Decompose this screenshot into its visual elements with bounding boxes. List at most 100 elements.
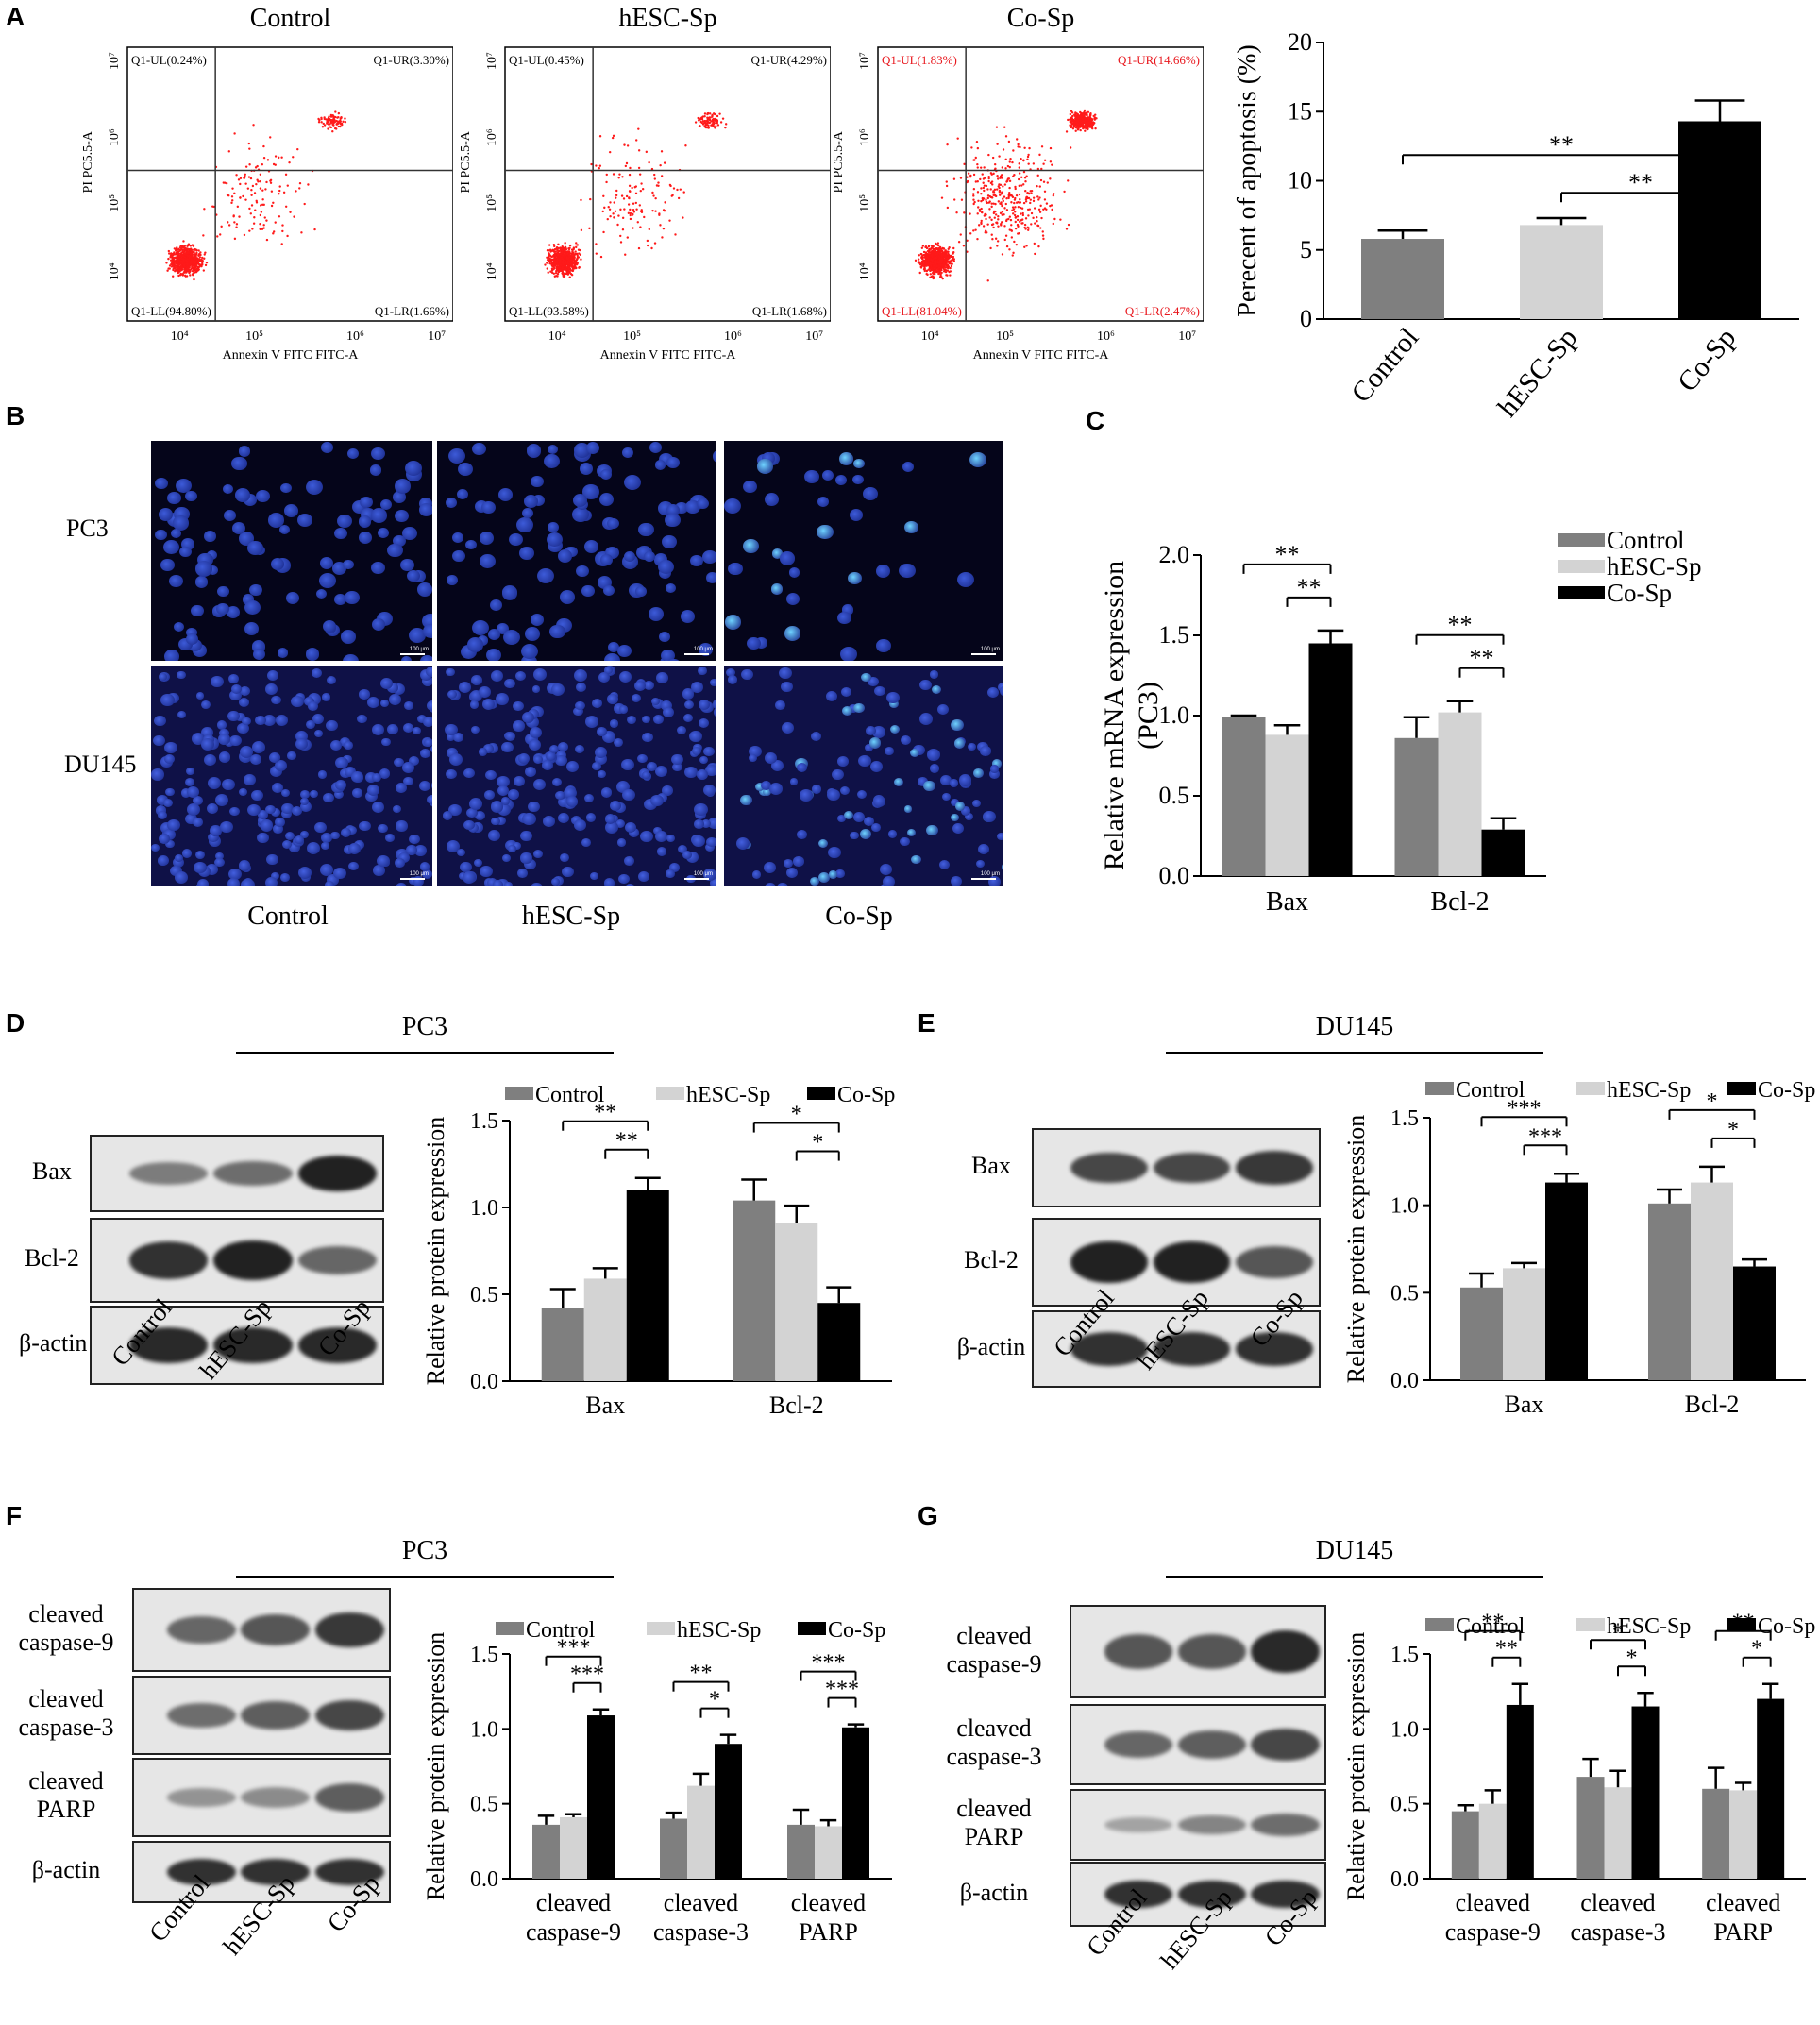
blot-strip [132, 1676, 391, 1755]
flow-dot [195, 263, 197, 265]
nucleus [463, 768, 474, 778]
flow-dot [1040, 217, 1042, 219]
nucleus [817, 497, 829, 507]
x-tick-label-line: PARP [799, 1918, 858, 1946]
nucleus [827, 789, 840, 801]
flow-dot [974, 228, 976, 230]
flow-dot [607, 218, 609, 220]
nucleus [689, 731, 702, 743]
nucleus [907, 829, 916, 836]
y-axis-label-line: Perecent of apoptosis (%) [1233, 44, 1262, 316]
flow-dot [1028, 147, 1030, 149]
flow-dot [287, 184, 289, 186]
panel-d-title-rule [236, 1052, 614, 1054]
y-axis-label-line: Relative protein expression [1342, 1115, 1370, 1383]
nucleus [800, 789, 813, 801]
blot-row-label: β-actin [9, 1856, 123, 1884]
nucleus [771, 583, 784, 594]
blot-band [315, 1612, 384, 1647]
blot-row-label: β-actin [923, 1879, 1065, 1907]
flow-dot [930, 265, 932, 267]
flow-dot [648, 161, 649, 163]
nucleus [663, 707, 674, 717]
flow-dot [177, 254, 178, 256]
flow-plot-title: hESC-Sp [618, 4, 716, 33]
flow-x-tick: 10⁵ [245, 329, 263, 344]
flow-dot [998, 155, 1000, 157]
nucleus [886, 692, 900, 704]
flow-dot [293, 215, 295, 217]
row-label-pc3: PC3 [66, 515, 109, 543]
significance-stars: ** [1628, 169, 1653, 196]
bar [1545, 1183, 1588, 1380]
nucleus [876, 639, 891, 652]
microscopy-image-r1c1: 100 μm [151, 441, 432, 661]
flow-dot [987, 197, 989, 199]
nucleus [282, 840, 292, 849]
nucleus [632, 694, 641, 702]
nucleus [942, 793, 951, 801]
flow-dot [1047, 181, 1049, 183]
significance-stars: ** [1549, 131, 1574, 159]
nucleus [250, 754, 261, 765]
nucleus [562, 867, 574, 877]
flow-dot [1014, 186, 1016, 188]
nucleus [560, 853, 569, 862]
flow-dot [248, 143, 250, 144]
flow-dot [281, 224, 283, 226]
nucleus [472, 620, 489, 635]
nucleus [598, 770, 606, 778]
blot-row-label: β-actin [19, 1329, 85, 1358]
nucleus [552, 778, 563, 787]
flow-dot [1034, 243, 1036, 245]
flow-dot [251, 228, 253, 229]
nucleus [655, 460, 666, 469]
nucleus [319, 573, 336, 588]
flow-dot [1077, 127, 1079, 129]
flow-dot [251, 204, 253, 206]
nucleus [330, 832, 339, 839]
flow-dot [1041, 145, 1043, 147]
flow-dot [197, 255, 199, 257]
nucleus [684, 700, 694, 709]
flow-dot [1066, 130, 1068, 132]
y-tick-label: 1.5 [1390, 1643, 1419, 1667]
flow-dot [565, 272, 567, 274]
flow-dot [951, 265, 952, 267]
flow-dot [1003, 195, 1005, 197]
flow-dot [272, 202, 274, 204]
flow-dot [1008, 192, 1010, 194]
x-tick-label: Co-Sp [1672, 322, 1743, 397]
flow-dot [267, 159, 269, 160]
flow-dot [725, 123, 727, 125]
flow-dot [573, 262, 575, 264]
nucleus [217, 586, 228, 597]
y-tick-label: 0 [1300, 305, 1312, 332]
flow-dot [565, 246, 566, 248]
flow-dot [1000, 201, 1002, 203]
nucleus [228, 674, 239, 683]
flow-dot [697, 117, 699, 119]
nucleus [470, 700, 479, 708]
legend-label: Control [1456, 1614, 1525, 1639]
flow-dot [661, 150, 663, 152]
nucleus [252, 741, 265, 753]
nucleus [777, 883, 788, 886]
nucleus [419, 503, 432, 516]
flow-dot [982, 173, 984, 175]
flow-dot [320, 121, 322, 123]
flow-dot [1025, 217, 1027, 219]
flow-dot [1034, 222, 1036, 224]
flow-dot [707, 112, 709, 114]
flow-dot [344, 117, 345, 119]
flow-dot [1026, 159, 1028, 160]
flow-dot [1027, 214, 1029, 216]
y-axis-label: Relative protein expression [422, 1632, 449, 1900]
scale-bar [971, 878, 996, 880]
flow-dot [1005, 220, 1007, 222]
nucleus [548, 522, 560, 532]
flow-dot [947, 250, 949, 252]
flow-dot [627, 144, 629, 146]
nucleus [950, 779, 959, 787]
flow-y-tick: 10⁷ [858, 52, 872, 70]
